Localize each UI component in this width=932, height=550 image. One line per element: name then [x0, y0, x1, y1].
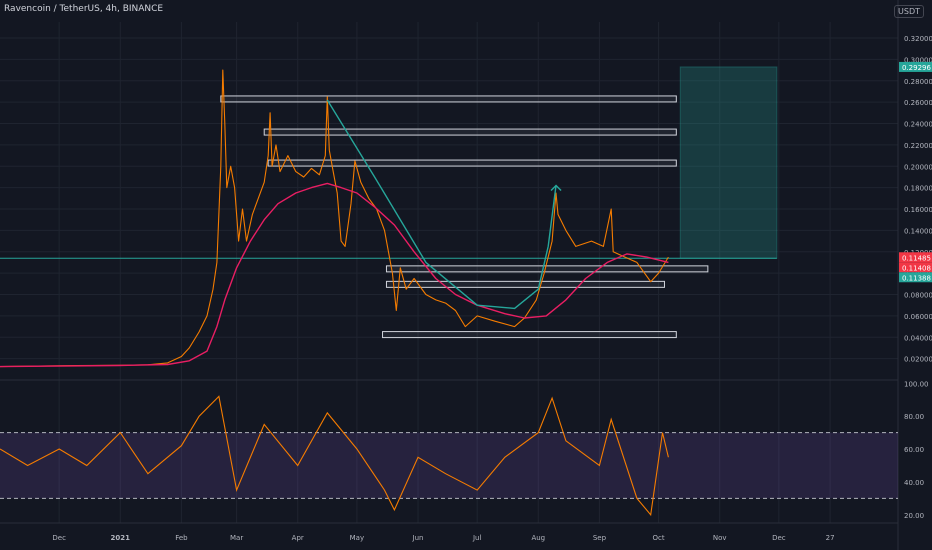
time-axis-label: Nov — [713, 534, 727, 542]
rsi-tick-label: 40.00 — [904, 479, 924, 487]
price-tag[interactable] — [899, 252, 932, 263]
price-tag[interactable] — [899, 61, 932, 72]
cup-curve-arrow-icon — [550, 184, 562, 192]
currency-badge[interactable]: USDT — [894, 5, 924, 18]
support-resistance-zone[interactable] — [382, 331, 677, 339]
time-axis-label: Dec — [772, 534, 786, 542]
price-tick-label: 0.20000 — [904, 163, 932, 171]
price-tick-label: 0.16000 — [904, 206, 932, 214]
support-resistance-zone[interactable] — [385, 280, 665, 288]
price-tick-label: 0.32000 — [904, 35, 932, 43]
price-tick-label: 0.02000 — [904, 356, 932, 364]
support-resistance-zone[interactable] — [267, 159, 677, 167]
time-axis-label: 27 — [826, 534, 835, 542]
price-tick-label: 0.14000 — [904, 227, 932, 235]
time-axis-label: Feb — [175, 534, 188, 542]
price-tick-label: 0.06000 — [904, 313, 932, 321]
price-tag-label: 0.11485 — [902, 254, 931, 262]
support-resistance-zone[interactable] — [385, 265, 709, 273]
time-axis-label: Aug — [531, 534, 545, 542]
price-tick-label: 0.30000 — [904, 56, 932, 64]
cup-curve-line[interactable] — [326, 99, 557, 310]
rsi-tick-label: 60.00 — [904, 446, 924, 454]
time-axis-label: Oct — [653, 534, 665, 542]
rsi-band — [0, 432, 898, 499]
price-tick-label: 0.08000 — [904, 292, 932, 300]
target-zone[interactable] — [679, 66, 778, 259]
price-tick-label: 0.22000 — [904, 142, 932, 150]
price-tick-label: 0.18000 — [904, 185, 932, 193]
price-tag-label: 0.11388 — [902, 274, 931, 282]
time-axis-label: Apr — [292, 534, 304, 542]
time-axis-label: 2021 — [111, 534, 131, 542]
time-axis-label: Mar — [230, 534, 243, 542]
price-tick-label: 0.28000 — [904, 78, 932, 86]
time-axis-label: May — [350, 534, 364, 542]
rsi-line[interactable] — [0, 395, 669, 517]
time-axis-label: Sep — [593, 534, 607, 542]
price-tag-label: 0.29296 — [902, 64, 931, 72]
moving-average-line[interactable] — [0, 182, 669, 368]
time-axis-label: Dec — [52, 534, 66, 542]
price-tick-label: 0.04000 — [904, 334, 932, 342]
price-tick-label: 0.26000 — [904, 99, 932, 107]
price-tick-label: 0.24000 — [904, 121, 932, 129]
rsi-tick-label: 80.00 — [904, 413, 924, 421]
price-tag[interactable] — [899, 262, 932, 273]
support-resistance-zone[interactable] — [220, 95, 677, 103]
time-axis-label: Jun — [412, 534, 424, 542]
rsi-tick-label: 100.00 — [904, 380, 929, 388]
rsi-tick-label: 20.00 — [904, 512, 924, 520]
price-tag-label: 0.11408 — [902, 264, 931, 272]
chart-title: Ravencoin / TetherUS, 4h, BINANCE — [4, 4, 164, 14]
price-tag[interactable] — [899, 272, 932, 283]
price-line[interactable] — [0, 69, 669, 368]
support-resistance-zone[interactable] — [263, 128, 677, 136]
time-axis-label: Jul — [472, 534, 482, 542]
